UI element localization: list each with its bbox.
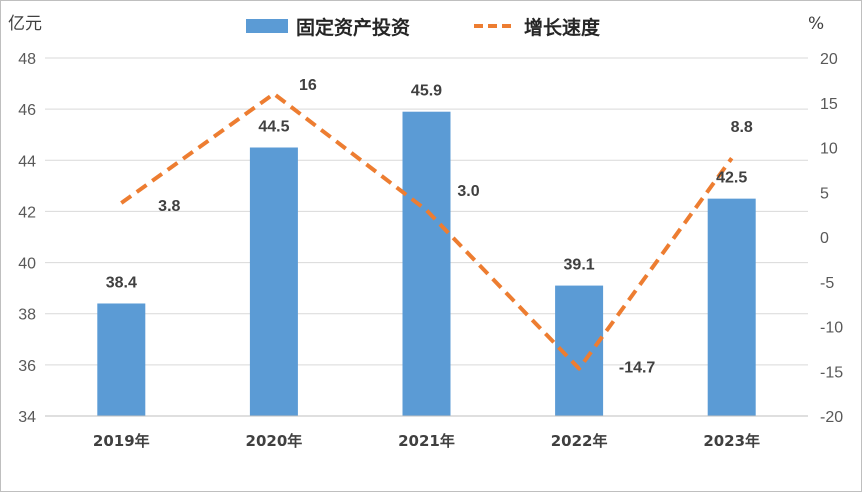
bar (707, 198, 756, 416)
line-data-label: 3.8 (158, 198, 180, 215)
x-tick-label: 2021年 (398, 432, 455, 450)
legend-swatch-bar (246, 19, 288, 33)
x-tick-label: 2019年 (93, 432, 150, 450)
legend-label-growth: 增长速度 (524, 16, 601, 39)
y-left-unit: 亿元 (8, 14, 42, 34)
line-data-label: -14.7 (619, 360, 656, 377)
bar (249, 147, 298, 416)
y-right-tick-label: 5 (820, 185, 829, 202)
y-left-tick-label: 36 (18, 358, 36, 375)
y-right-tick-label: -20 (820, 409, 843, 426)
bar-data-label: 45.9 (411, 83, 442, 100)
y-right-tick-label: 15 (820, 96, 838, 113)
legend: 固定资产投资 增长速度 (246, 16, 601, 39)
bar-data-label: 42.5 (716, 170, 747, 187)
bar-data-label: 39.1 (564, 257, 595, 274)
growth-rate-line (120, 91, 734, 371)
y-right-tick-label: -5 (820, 275, 834, 292)
y-left-tick-label: 46 (18, 102, 36, 119)
y-left-tick-label: 40 (18, 256, 36, 273)
y-left-tick-label: 38 (18, 307, 36, 324)
x-tick-label: 2023年 (703, 432, 760, 450)
y-left-tick-label: 44 (18, 153, 36, 170)
y-right-tick-label: -15 (820, 364, 843, 381)
x-tick-label: 2022年 (551, 432, 608, 450)
legend-label-investment: 固定资产投资 (296, 16, 410, 39)
line-data-label: 16 (299, 77, 317, 94)
line-data-label: 8.8 (731, 119, 753, 136)
y-right-tick-label: 20 (820, 51, 838, 68)
bar-data-label: 44.5 (258, 119, 289, 136)
bar (402, 111, 451, 416)
bar (97, 303, 146, 416)
bar-data-label: 38.4 (106, 274, 137, 291)
y-left-tick-label: 42 (18, 204, 36, 221)
line-data-label: 3.0 (457, 183, 479, 200)
y-right-tick-label: 10 (820, 141, 838, 158)
y-right-tick-label: 0 (820, 230, 829, 247)
x-tick-label: 2020年 (246, 432, 303, 450)
y-left-tick-label: 48 (18, 51, 36, 68)
y-left-tick-label: 34 (18, 409, 36, 426)
y-right-unit: % (808, 14, 824, 34)
y-right-tick-label: -10 (820, 320, 843, 337)
